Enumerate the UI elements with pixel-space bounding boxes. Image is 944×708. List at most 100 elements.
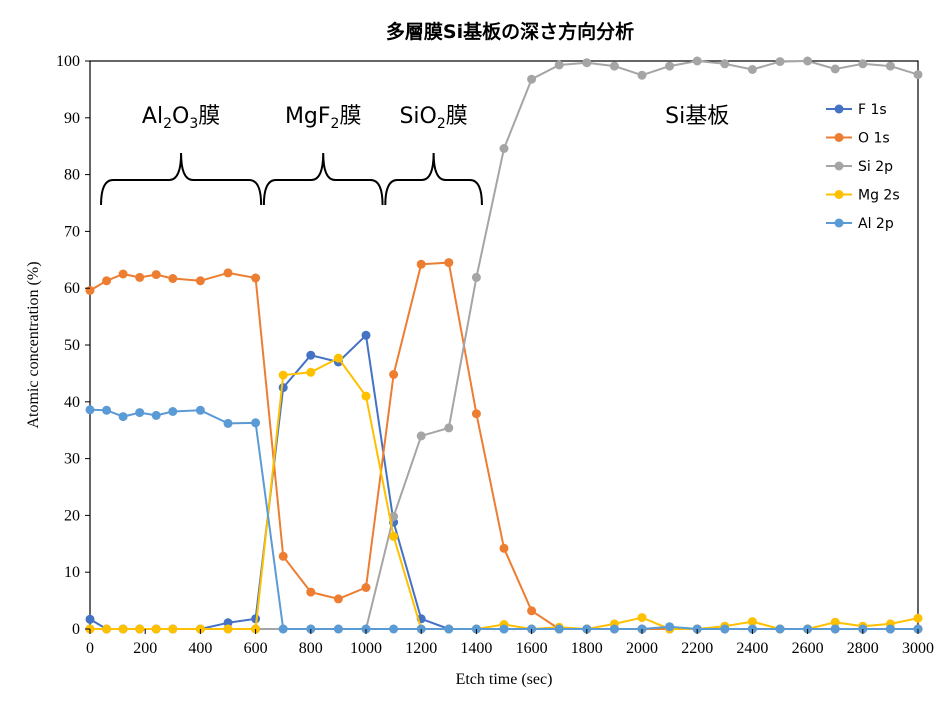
data-point xyxy=(747,617,757,627)
x-tick-label: 2600 xyxy=(792,640,824,657)
data-point xyxy=(609,624,619,634)
data-point xyxy=(747,65,757,74)
x-tick-label: 800 xyxy=(299,640,323,657)
data-point xyxy=(118,412,128,422)
x-tick-label: 2000 xyxy=(626,640,658,657)
data-point xyxy=(306,367,316,377)
region-label: MgF2膜 xyxy=(285,104,362,132)
data-point xyxy=(637,70,647,80)
data-point xyxy=(830,624,840,634)
data-point xyxy=(389,531,399,541)
data-point xyxy=(637,613,647,623)
data-point xyxy=(118,269,128,279)
x-tick-label: 3000 xyxy=(902,640,934,657)
data-point xyxy=(665,61,675,71)
x-tick-label: 1200 xyxy=(405,640,437,657)
y-tick-label: 30 xyxy=(64,451,80,468)
y-tick-label: 90 xyxy=(64,110,80,127)
region-brace xyxy=(384,152,483,206)
data-point xyxy=(85,286,95,295)
data-point xyxy=(609,61,619,71)
legend-item: Mg 2s xyxy=(826,188,900,204)
data-point xyxy=(527,74,537,84)
data-point xyxy=(885,624,895,634)
data-point xyxy=(830,617,840,627)
data-point xyxy=(361,330,371,340)
region-label: Al2O3膜 xyxy=(142,104,220,132)
region-label: Si基板 xyxy=(665,104,729,129)
y-tick-label: 60 xyxy=(64,280,80,297)
chart-title: 多層膜Si基板の深さ方向分析 xyxy=(386,20,634,43)
legend-label: Mg 2s xyxy=(858,188,900,204)
data-point xyxy=(151,270,161,280)
series-line xyxy=(89,408,918,630)
data-point xyxy=(85,614,95,624)
data-point xyxy=(554,624,564,634)
legend-label: Al 2p xyxy=(858,216,894,232)
y-tick-label: 0 xyxy=(72,621,80,638)
x-tick-label: 600 xyxy=(244,640,268,657)
data-point xyxy=(151,410,161,420)
x-tick-label: 400 xyxy=(188,640,212,657)
data-point xyxy=(554,60,564,70)
data-point xyxy=(278,370,288,380)
data-point xyxy=(333,624,343,634)
legend-swatch-marker xyxy=(834,218,844,228)
y-tick-label: 50 xyxy=(64,337,80,354)
legend-item: Al 2p xyxy=(826,216,894,232)
x-tick-label: 2800 xyxy=(847,640,879,657)
legend-label: Si 2p xyxy=(858,159,893,175)
x-tick-label: 0 xyxy=(86,640,94,657)
data-point xyxy=(389,370,399,379)
series-mg-2s xyxy=(85,353,923,634)
region-label: SiO2膜 xyxy=(399,104,467,132)
x-axis: 0 200 400 600 800 1000 1200 1400 1600 1800 2000 220… xyxy=(86,629,934,657)
data-point xyxy=(803,56,813,66)
data-point xyxy=(389,512,399,521)
legend-item: Si 2p xyxy=(826,159,893,175)
x-axis-label: Etch time (sec) xyxy=(456,671,553,688)
x-tick-label: 1800 xyxy=(571,640,603,657)
data-point xyxy=(416,259,426,269)
data-point xyxy=(444,423,454,433)
data-point xyxy=(471,272,481,282)
data-point xyxy=(913,613,923,623)
data-point xyxy=(692,56,702,66)
data-point xyxy=(361,391,371,401)
y-tick-label: 70 xyxy=(64,223,80,240)
data-point xyxy=(135,272,145,282)
x-tick-label: 200 xyxy=(133,640,157,657)
y-tick-label: 10 xyxy=(64,564,80,581)
data-point xyxy=(223,418,233,428)
data-point xyxy=(195,405,205,415)
data-point xyxy=(278,624,288,634)
data-point xyxy=(582,58,592,68)
y-tick-label: 100 xyxy=(56,53,80,70)
series-line xyxy=(89,261,918,630)
region-brace xyxy=(100,152,263,206)
series-o-1s xyxy=(85,258,923,634)
region-annotations: Al2O3膜 MgF2膜 SiO2膜 Si基板 xyxy=(100,104,729,206)
data-point xyxy=(223,624,233,634)
y-axis: 0 10 20 30 40 50 60 70 80 90 100 xyxy=(56,53,90,638)
legend-label: F 1s xyxy=(858,102,887,118)
series-layer xyxy=(85,56,923,634)
data-point xyxy=(135,624,145,634)
data-point xyxy=(775,57,785,67)
legend-item: O 1s xyxy=(826,131,890,147)
y-tick-label: 20 xyxy=(64,507,80,524)
data-point xyxy=(102,276,112,286)
data-point xyxy=(499,144,509,153)
legend-swatch-marker xyxy=(834,133,844,142)
data-point xyxy=(223,268,233,278)
data-point xyxy=(85,405,95,415)
legend-item: F 1s xyxy=(826,102,887,118)
data-point xyxy=(168,407,178,416)
data-point xyxy=(306,587,316,597)
data-point xyxy=(775,624,785,634)
data-point xyxy=(720,624,730,634)
legend-swatch-marker xyxy=(834,104,844,114)
legend-swatch-marker xyxy=(834,161,844,171)
data-point xyxy=(333,353,343,363)
data-point xyxy=(499,624,509,634)
